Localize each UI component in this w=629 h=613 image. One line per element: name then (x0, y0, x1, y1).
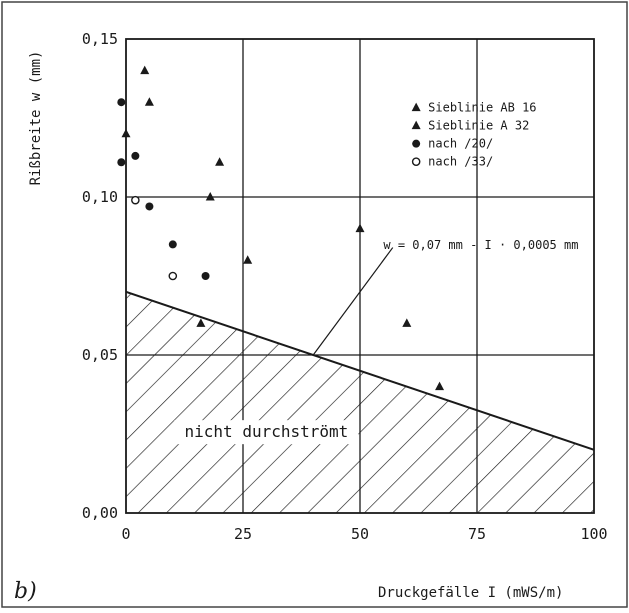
annotation-leader (312, 247, 394, 356)
x-tick-label: 100 (580, 525, 607, 543)
data-point (121, 128, 131, 138)
y-tick-label: 0,10 (82, 188, 118, 206)
data-point (117, 158, 126, 167)
x-axis-label: Druckgefälle I (mWS/m) (378, 585, 563, 601)
data-point (402, 318, 412, 327)
data-point (168, 240, 177, 249)
panel-label: b) (14, 579, 37, 604)
legend-marker (411, 120, 421, 130)
legend-label: nach /33/ (428, 155, 493, 169)
legend-label: Sieblinie AB 16 (428, 101, 536, 115)
data-point (201, 272, 210, 280)
x-axis-ticks: 0 25 50 75 100 (121, 525, 607, 543)
boundary-annotation: w = 0,07 mm - I · 0,0005 mm (383, 238, 578, 252)
boundary-line (125, 290, 595, 451)
legend-label: Sieblinie A 32 (428, 119, 529, 133)
data-point (243, 255, 253, 264)
y-tick-label: 0,05 (82, 346, 118, 364)
data-point (435, 381, 445, 391)
x-tick-label: 75 (468, 525, 486, 543)
legend-marker (411, 102, 421, 112)
data-point (140, 65, 150, 75)
x-tick-label: 25 (234, 525, 252, 543)
legend-label: nach /20/ (428, 137, 493, 151)
x-tick-label: 50 (351, 525, 369, 543)
y-axis-label: Rißbreite w (mm) (28, 51, 44, 186)
data-point (215, 157, 225, 166)
y-axis-ticks: 0,00 0,05 0,10 0,15 (82, 30, 118, 522)
legend-marker (412, 139, 421, 148)
data-point (145, 202, 154, 211)
region-label: nicht durchströmt (185, 422, 349, 441)
data-point (117, 98, 126, 107)
data-points (117, 65, 445, 391)
non-flow-region (126, 291, 594, 513)
data-point (168, 271, 178, 281)
y-tick-label: 0,00 (82, 504, 118, 522)
data-point (131, 195, 140, 205)
data-point (196, 318, 206, 327)
data-point (144, 97, 154, 106)
y-tick-label: 0,15 (82, 30, 118, 48)
data-point (355, 223, 365, 233)
legend-marker (411, 157, 421, 166)
region-label-background (174, 420, 359, 445)
data-point (205, 192, 215, 201)
data-point (131, 151, 140, 160)
x-tick-label: 0 (121, 525, 130, 543)
legend: Sieblinie AB 16 Sieblinie A 32 nach /20/na… (411, 101, 537, 169)
